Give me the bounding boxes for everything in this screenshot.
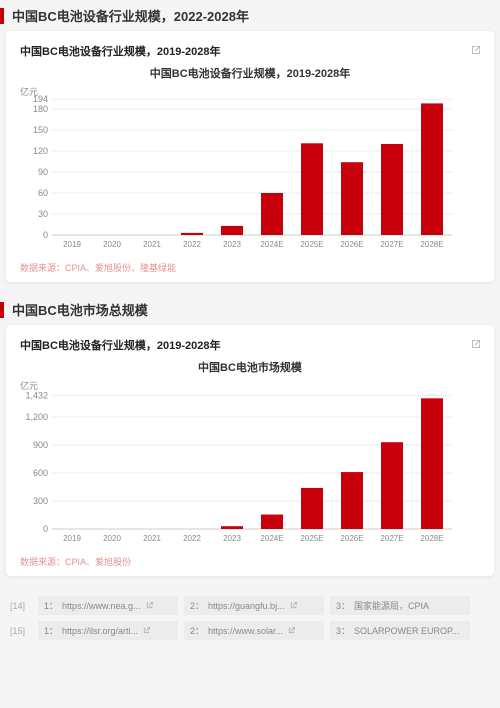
svg-text:150: 150 — [33, 125, 48, 135]
share-icon[interactable] — [470, 43, 482, 55]
svg-text:2027E: 2027E — [380, 240, 403, 249]
reference-row: [14] 1： https://www.nea.g... 2： https://g… — [10, 596, 490, 615]
accent-bar — [0, 302, 4, 318]
svg-text:2022: 2022 — [183, 534, 201, 543]
bar-chart: 0306090120150180194201920202021202220232… — [20, 87, 480, 257]
svg-text:90: 90 — [38, 167, 48, 177]
ref-chip: 3： SOLARPOWER EUROP... — [330, 621, 470, 640]
reference-block: [14] 1： https://www.nea.g... 2： https://g… — [0, 588, 500, 654]
svg-text:0: 0 — [43, 230, 48, 240]
data-source: 数据来源：CPIA、爱旭股份、隆基绿能 — [20, 261, 480, 274]
section-title: 中国BC电池设备行业规模，2022-2028年 — [12, 6, 249, 25]
ref-chip-text: https://www.solar... — [208, 626, 283, 636]
chart-card: 中国BC电池设备行业规模，2019-2028年 中国BC电池市场规模 亿元 03… — [6, 325, 494, 576]
svg-text:180: 180 — [33, 104, 48, 114]
card-subtitle: 中国BC电池设备行业规模，2019-2028年 — [20, 43, 480, 59]
ref-chip-num: 3： — [336, 624, 350, 637]
ref-chip[interactable]: 1： https://ilsr.org/arti... — [38, 621, 178, 640]
ref-chip[interactable]: 1： https://www.nea.g... — [38, 596, 178, 615]
section-title: 中国BC电池市场总规模 — [12, 300, 148, 319]
svg-text:2026E: 2026E — [340, 534, 363, 543]
svg-text:2021: 2021 — [143, 240, 161, 249]
svg-text:120: 120 — [33, 146, 48, 156]
reference-row: [15] 1： https://ilsr.org/arti... 2： https… — [10, 621, 490, 640]
ref-chip: 3： 国家能源局，CPIA — [330, 596, 470, 615]
ref-chip-num: 1： — [44, 599, 58, 612]
chart-title: 中国BC电池市场规模 — [20, 359, 480, 375]
ref-chip[interactable]: 2： https://www.solar... — [184, 621, 324, 640]
y-axis-label: 亿元 — [20, 85, 38, 98]
external-link-icon — [289, 601, 298, 610]
section-header: 中国BC电池设备行业规模，2022-2028年 — [0, 0, 500, 31]
svg-text:2019: 2019 — [63, 534, 81, 543]
svg-text:2024E: 2024E — [260, 240, 283, 249]
svg-text:2022: 2022 — [183, 240, 201, 249]
external-link-icon — [287, 626, 296, 635]
svg-text:2020: 2020 — [103, 534, 121, 543]
svg-text:60: 60 — [38, 188, 48, 198]
section-0: 中国BC电池设备行业规模，2022-2028年 中国BC电池设备行业规模，201… — [0, 0, 500, 282]
ref-chip-text: https://www.nea.g... — [62, 601, 141, 611]
svg-text:1,200: 1,200 — [25, 412, 48, 422]
ref-chip-num: 2： — [190, 624, 204, 637]
accent-bar — [0, 8, 4, 24]
chart-card: 中国BC电池设备行业规模，2019-2028年 中国BC电池设备行业规模，201… — [6, 31, 494, 282]
ref-chip-text: SOLARPOWER EUROP... — [354, 626, 459, 636]
svg-text:2027E: 2027E — [380, 534, 403, 543]
ref-chip-text: 国家能源局，CPIA — [354, 599, 429, 612]
ref-chip-num: 3： — [336, 599, 350, 612]
ref-chip-text: https://ilsr.org/arti... — [62, 626, 138, 636]
ref-chip-num: 2： — [190, 599, 204, 612]
svg-text:2028E: 2028E — [420, 534, 443, 543]
svg-text:30: 30 — [38, 209, 48, 219]
svg-text:900: 900 — [33, 440, 48, 450]
card-subtitle: 中国BC电池设备行业规模，2019-2028年 — [20, 337, 480, 353]
svg-text:2021: 2021 — [143, 534, 161, 543]
svg-text:600: 600 — [33, 468, 48, 478]
chart-wrap: 亿元 03006009001,2001,43220192020202120222… — [20, 381, 480, 551]
section-header: 中国BC电池市场总规模 — [0, 294, 500, 325]
external-link-icon — [142, 626, 151, 635]
bar-chart: 03006009001,2001,43220192020202120222023… — [20, 381, 480, 551]
svg-text:2025E: 2025E — [300, 534, 323, 543]
chart-wrap: 亿元 0306090120150180194201920202021202220… — [20, 87, 480, 257]
chart-title: 中国BC电池设备行业规模，2019-2028年 — [20, 65, 480, 81]
y-axis-label: 亿元 — [20, 379, 38, 392]
ref-chip-num: 1： — [44, 624, 58, 637]
svg-text:2026E: 2026E — [340, 240, 363, 249]
svg-text:2024E: 2024E — [260, 534, 283, 543]
ref-chip-text: https://guangfu.bj... — [208, 601, 285, 611]
svg-text:2028E: 2028E — [420, 240, 443, 249]
svg-text:2023: 2023 — [223, 240, 241, 249]
svg-text:300: 300 — [33, 496, 48, 506]
ref-chip[interactable]: 2： https://guangfu.bj... — [184, 596, 324, 615]
svg-text:2023: 2023 — [223, 534, 241, 543]
external-link-icon — [145, 601, 154, 610]
svg-text:2019: 2019 — [63, 240, 81, 249]
svg-text:2020: 2020 — [103, 240, 121, 249]
ref-index: [14] — [10, 601, 32, 611]
section-1: 中国BC电池市场总规模 中国BC电池设备行业规模，2019-2028年 中国BC… — [0, 294, 500, 576]
ref-index: [15] — [10, 626, 32, 636]
data-source: 数据来源：CPIA、爱旭股份 — [20, 555, 480, 568]
svg-text:0: 0 — [43, 524, 48, 534]
svg-text:2025E: 2025E — [300, 240, 323, 249]
share-icon[interactable] — [470, 337, 482, 349]
